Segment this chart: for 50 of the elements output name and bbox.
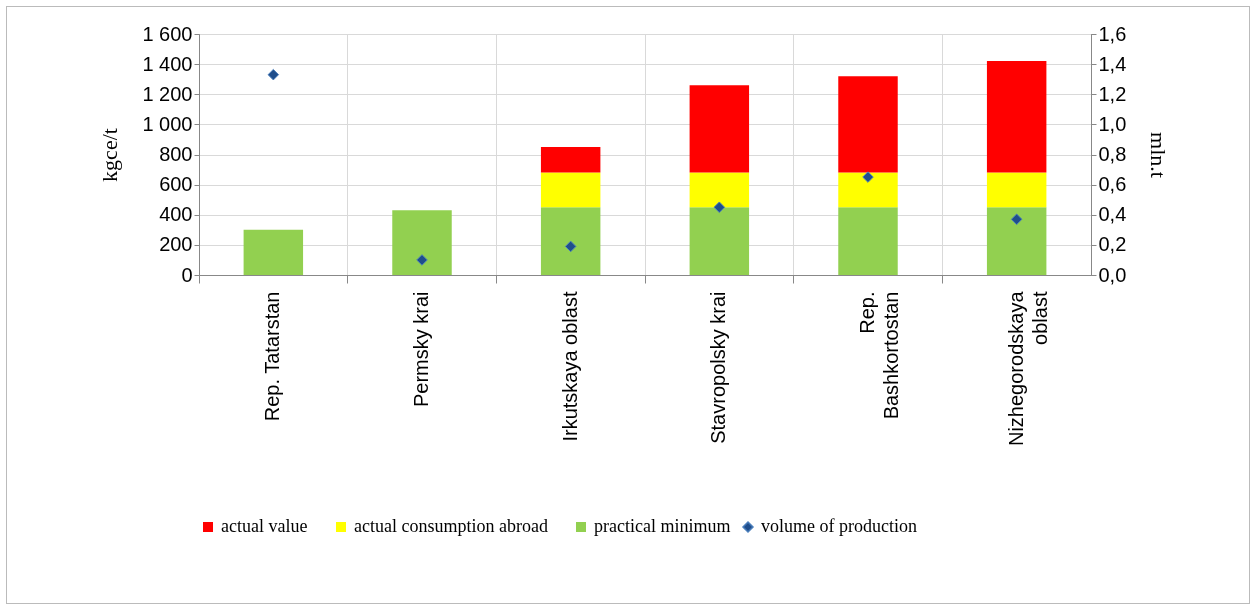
bar bbox=[689, 207, 750, 275]
x-tick-label: Nizhegorodskaya oblast bbox=[1004, 290, 1051, 447]
bar bbox=[986, 61, 1047, 173]
bar bbox=[540, 172, 601, 208]
y-tick-label: 1 400 bbox=[142, 52, 193, 75]
legend-label: practical minimum bbox=[594, 516, 731, 536]
y-tick-label: 600 bbox=[159, 173, 193, 196]
bar bbox=[838, 207, 898, 275]
bar bbox=[540, 207, 601, 275]
y2-tick-label: 1,4 bbox=[1098, 52, 1127, 75]
y-axis-title: kgce/t bbox=[97, 128, 123, 182]
y2-tick-label: 1,0 bbox=[1098, 112, 1127, 135]
y2-tick-label: 0,2 bbox=[1098, 233, 1127, 256]
bar bbox=[243, 229, 304, 275]
x-tick-label: Stavropolsky krai bbox=[707, 291, 730, 444]
y-tick-label: 1 000 bbox=[142, 112, 193, 135]
point bbox=[564, 240, 577, 253]
point bbox=[1010, 213, 1023, 226]
legend-label: volume of production bbox=[761, 516, 917, 536]
y2-tick-label: 0,8 bbox=[1098, 143, 1127, 165]
point bbox=[713, 201, 726, 213]
legend-label: actual consumption abroad bbox=[354, 516, 548, 536]
y2-tick-label: 1,2 bbox=[1098, 82, 1127, 105]
point bbox=[862, 171, 874, 183]
bar bbox=[838, 76, 898, 173]
y-tick-label: 800 bbox=[159, 143, 193, 165]
x-tick-label: Rep. Tatarstan bbox=[261, 291, 284, 422]
legend-label: actual value bbox=[221, 516, 308, 536]
bar bbox=[986, 172, 1047, 208]
y2-tick-label: 1,6 bbox=[1098, 22, 1127, 45]
bar bbox=[689, 172, 750, 208]
bar bbox=[986, 207, 1047, 275]
y-tick-label: 1 600 bbox=[142, 22, 193, 45]
bar bbox=[392, 210, 452, 275]
y-tick-label: 0 bbox=[181, 263, 193, 286]
bar bbox=[689, 85, 750, 173]
point bbox=[416, 254, 428, 266]
x-tick-label: Irkutskaya oblast bbox=[558, 291, 581, 442]
y2-axis-title: mln.t bbox=[1146, 132, 1172, 178]
y-tick-label: 400 bbox=[159, 203, 193, 226]
bar bbox=[540, 146, 601, 173]
y2-tick-label: 0,4 bbox=[1098, 203, 1127, 226]
y2-tick-label: 0,0 bbox=[1098, 263, 1127, 286]
y2-tick-label: 0,6 bbox=[1098, 173, 1127, 196]
x-tick-label: Rep. Bashkortostan bbox=[856, 291, 902, 420]
y-tick-label: 1 200 bbox=[142, 82, 193, 105]
bar bbox=[838, 172, 898, 208]
point bbox=[267, 68, 280, 81]
y-tick-label: 200 bbox=[159, 233, 193, 256]
x-tick-label: Permsky krai bbox=[410, 291, 432, 408]
